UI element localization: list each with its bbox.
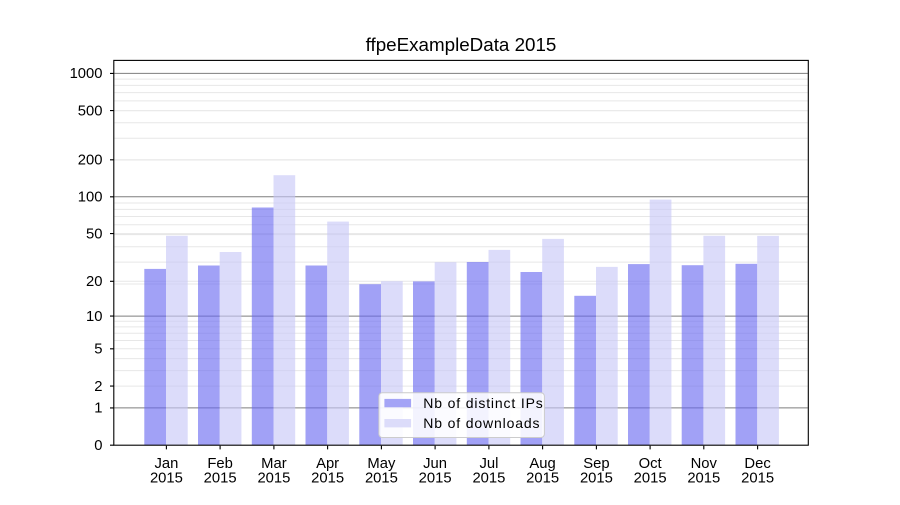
svg-text:20: 20: [86, 274, 102, 290]
svg-text:2015: 2015: [472, 470, 505, 486]
svg-text:200: 200: [78, 153, 103, 169]
svg-text:Jul: Jul: [479, 456, 498, 472]
svg-text:Jan: Jan: [154, 456, 178, 472]
svg-text:2015: 2015: [311, 470, 344, 486]
svg-text:0: 0: [94, 438, 102, 454]
svg-text:100: 100: [78, 190, 103, 206]
svg-text:2015: 2015: [419, 470, 452, 486]
svg-text:2015: 2015: [580, 470, 613, 486]
svg-text:2: 2: [94, 379, 102, 395]
svg-text:Apr: Apr: [316, 456, 339, 472]
svg-text:Mar: Mar: [261, 456, 287, 472]
svg-text:2015: 2015: [526, 470, 559, 486]
svg-text:Sep: Sep: [583, 456, 609, 472]
svg-text:5: 5: [94, 342, 102, 358]
svg-text:2015: 2015: [687, 470, 720, 486]
svg-text:2015: 2015: [634, 470, 667, 486]
svg-text:May: May: [367, 456, 396, 472]
svg-text:Nov: Nov: [691, 456, 718, 472]
svg-text:Aug: Aug: [529, 456, 555, 472]
svg-text:Feb: Feb: [207, 456, 233, 472]
svg-text:2015: 2015: [365, 470, 398, 486]
svg-text:Oct: Oct: [639, 456, 662, 472]
svg-text:2015: 2015: [150, 470, 183, 486]
svg-text:Dec: Dec: [744, 456, 771, 472]
svg-text:2015: 2015: [257, 470, 290, 486]
svg-text:1: 1: [94, 401, 102, 417]
svg-text:10: 10: [86, 309, 102, 325]
svg-text:Nb of distinct IPs: Nb of distinct IPs: [423, 395, 543, 411]
svg-text:Nb of downloads: Nb of downloads: [423, 415, 540, 431]
svg-text:500: 500: [78, 103, 103, 119]
svg-text:Jun: Jun: [423, 456, 447, 472]
svg-text:2015: 2015: [741, 470, 774, 486]
svg-text:2015: 2015: [204, 470, 237, 486]
svg-text:50: 50: [86, 226, 102, 242]
svg-text:ffpeExampleData 2015: ffpeExampleData 2015: [366, 34, 557, 55]
svg-text:1000: 1000: [70, 66, 103, 82]
